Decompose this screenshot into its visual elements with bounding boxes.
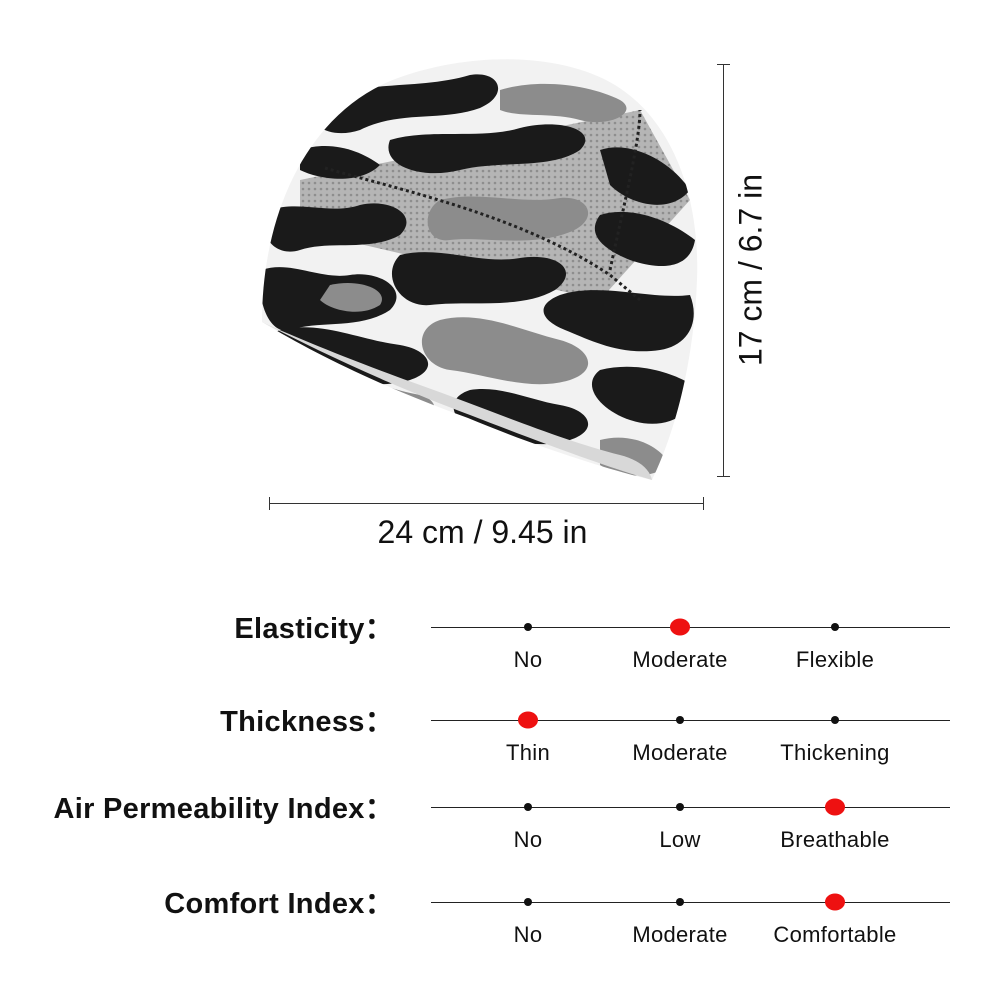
rating-row-elasticity: Elasticity： No Moderate Flexible — [0, 613, 1000, 687]
rating-option: No — [513, 827, 543, 852]
width-dimension-label: 24 cm / 9.45 in — [377, 514, 588, 550]
height-dimension-cap-bottom — [717, 476, 730, 477]
rating-row-air-permeability: Air Permeability Index： No Low Breathabl… — [0, 793, 1000, 867]
rating-option: Flexible — [795, 647, 875, 672]
rating-option: No — [513, 647, 543, 672]
rating-dot — [524, 803, 532, 811]
rating-dot — [676, 898, 684, 906]
rating-option: Thin — [506, 740, 550, 765]
width-dimension-line — [269, 503, 704, 504]
rating-row-comfort: Comfort Index： No Moderate Comfortable — [0, 888, 1000, 962]
rating-label: Elasticity： — [234, 613, 394, 645]
rating-row-thickness: Thickness： Thin Moderate Thickening — [0, 706, 1000, 780]
rating-dot-selected — [518, 711, 538, 729]
rating-label: Comfort Index： — [164, 888, 394, 920]
rating-dot — [524, 623, 532, 631]
rating-track — [431, 627, 950, 628]
rating-label: Air Permeability Index： — [53, 793, 394, 825]
height-dimension-label: 17 cm / 6.7 in — [732, 173, 769, 367]
height-dimension-cap-top — [717, 64, 730, 65]
rating-dot — [524, 898, 532, 906]
product-image — [262, 59, 698, 480]
rating-dot — [676, 803, 684, 811]
rating-track — [431, 902, 950, 903]
width-dimension-cap-left — [269, 497, 270, 510]
rating-option: Low — [659, 827, 701, 852]
rating-dot-selected — [670, 618, 690, 636]
rating-dot — [831, 716, 839, 724]
rating-option: Moderate — [632, 740, 728, 765]
rating-track — [431, 807, 950, 808]
rating-option: Breathable — [780, 827, 890, 852]
rating-option: Moderate — [632, 647, 728, 672]
rating-option: Comfortable — [773, 922, 897, 947]
rating-dot-selected — [825, 893, 845, 911]
rating-track — [431, 720, 950, 721]
height-dimension-line — [723, 64, 724, 476]
rating-option: No — [513, 922, 543, 947]
rating-dot-selected — [825, 798, 845, 816]
rating-option: Thickening — [780, 740, 890, 765]
rating-dot — [831, 623, 839, 631]
width-dimension-cap-right — [703, 497, 704, 510]
rating-label: Thickness： — [220, 706, 394, 738]
rating-dot — [676, 716, 684, 724]
camo-beanie-illustration — [262, 59, 698, 480]
rating-option: Moderate — [632, 922, 728, 947]
